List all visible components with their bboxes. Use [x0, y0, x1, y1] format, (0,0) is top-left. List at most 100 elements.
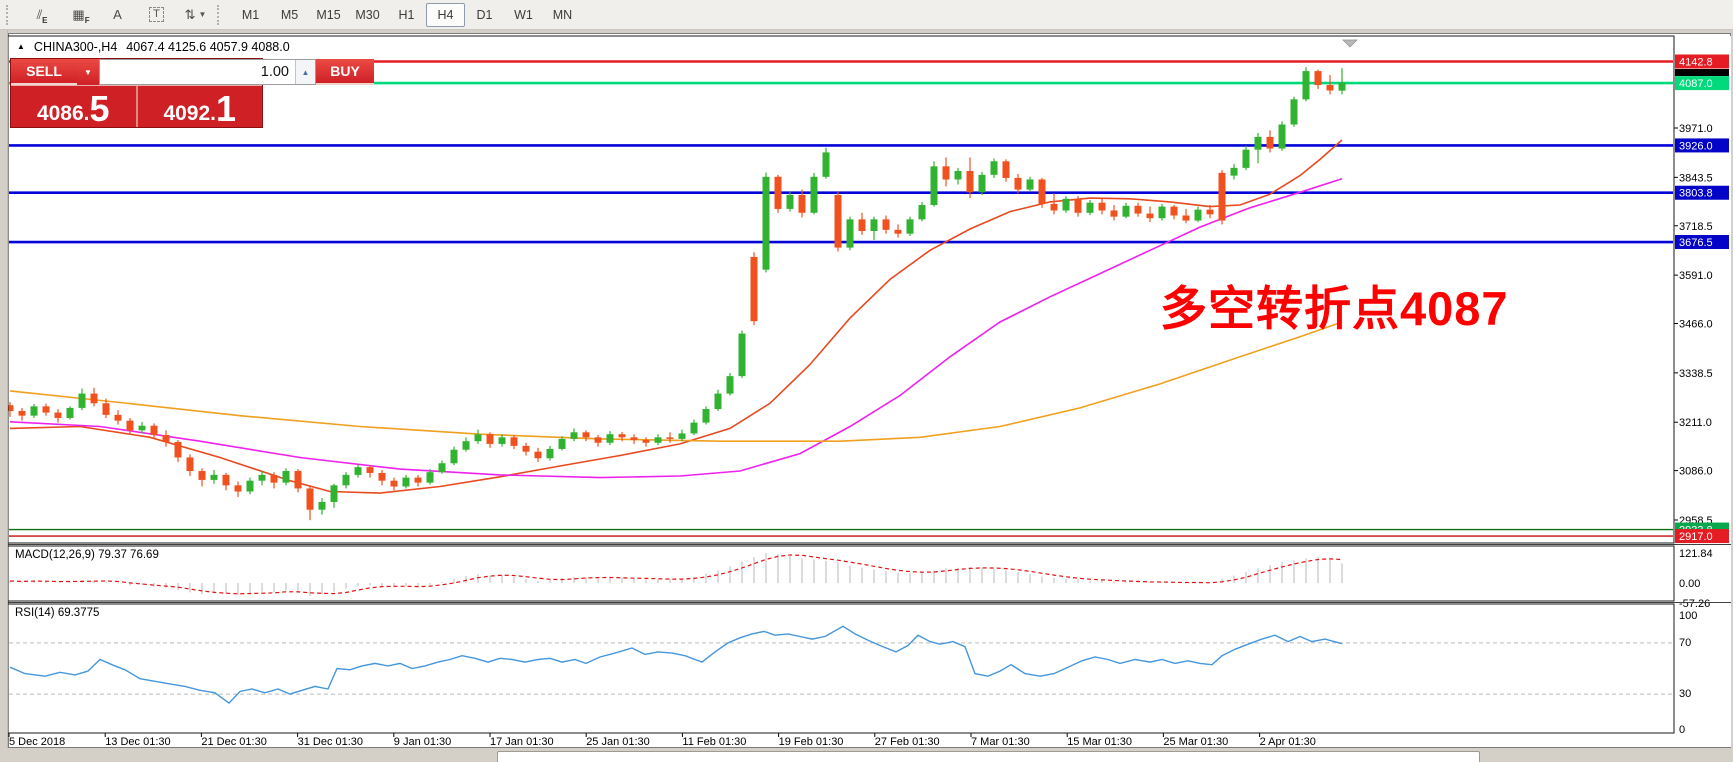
- svg-text:27 Feb 01:30: 27 Feb 01:30: [875, 736, 940, 748]
- timeframe-button-m30[interactable]: M30: [355, 7, 380, 22]
- svg-text:30: 30: [1679, 688, 1691, 700]
- svg-text:3971.0: 3971.0: [1679, 123, 1713, 135]
- svg-text:3676.5: 3676.5: [1679, 237, 1713, 249]
- svg-text:17 Jan 01:30: 17 Jan 01:30: [490, 736, 554, 748]
- rsi-label: RSI(14) 69.3775: [15, 607, 100, 619]
- svg-text:4142.8: 4142.8: [1679, 56, 1713, 68]
- svg-text:9 Jan 01:30: 9 Jan 01:30: [394, 736, 452, 748]
- toolbar-grip[interactable]: [6, 4, 14, 25]
- chart-header: ▲ CHINA300-,H4 4067.4 4125.6 4057.9 4088…: [17, 40, 290, 54]
- cycle-arrows-icon: ⇅: [184, 7, 196, 22]
- svg-text:121.84: 121.84: [1679, 548, 1713, 560]
- sell-button[interactable]: SELL: [11, 59, 77, 85]
- timeframe-button-m1[interactable]: M1: [241, 7, 260, 22]
- text-annotation-icon-button[interactable]: A: [98, 3, 137, 27]
- indicator-hatch-icon-sub: E: [42, 16, 48, 25]
- cycle-arrows-icon-button[interactable]: ⇅ ▼: [176, 3, 215, 27]
- moving-averages: [9, 139, 1343, 494]
- svg-text:3466.0: 3466.0: [1679, 319, 1713, 331]
- grid-icon: ▦ F: [72, 7, 90, 25]
- svg-text:31 Dec 01:30: 31 Dec 01:30: [298, 736, 363, 748]
- timeframe-button-m15[interactable]: M15: [316, 7, 341, 22]
- timeframe-button-d1[interactable]: D1: [476, 7, 493, 22]
- buy-price-main: 4092.: [163, 102, 217, 125]
- timeframe-button-h1[interactable]: H1: [398, 7, 415, 22]
- grid-icon-sub: F: [84, 16, 90, 25]
- buy-price-pips: 1: [216, 88, 237, 130]
- volume-decrease-button[interactable]: ▼: [77, 59, 99, 85]
- text-box-icon-button[interactable]: T: [137, 3, 176, 27]
- svg-text:0.00: 0.00: [1679, 578, 1700, 590]
- grid-icon-button[interactable]: ▦ F: [59, 3, 98, 27]
- chart-symbol-timeframe: CHINA300-,H4: [33, 40, 118, 54]
- svg-text:4087.0: 4087.0: [1679, 78, 1713, 90]
- timeframe-button-mn[interactable]: MN: [552, 7, 573, 22]
- svg-text:3803.8: 3803.8: [1679, 188, 1713, 200]
- sell-price[interactable]: 4086. 5: [11, 86, 136, 127]
- one-click-trade-panel: SELL ▼ ▲ BUY 4086. 5 4092. 1: [10, 58, 374, 128]
- trade-panel-prices: 4086. 5 4092. 1: [11, 86, 262, 127]
- ma-medium: [9, 177, 1343, 479]
- collapse-chart-icon[interactable]: ▲: [17, 41, 25, 51]
- svg-text:2917.0: 2917.0: [1679, 531, 1713, 543]
- macd-label: MACD(12,26,9) 79.37 76.69: [15, 549, 159, 561]
- svg-text:15 Mar 01:30: 15 Mar 01:30: [1067, 736, 1132, 748]
- candlestick-series: [6, 67, 1346, 521]
- text-box-icon: T: [149, 7, 164, 22]
- timeframe-button-w1[interactable]: W1: [514, 7, 533, 22]
- macd-signal-line: [9, 554, 1343, 595]
- svg-text:3843.5: 3843.5: [1679, 172, 1713, 184]
- buy-price[interactable]: 4092. 1: [138, 86, 263, 127]
- price-annotation: 多空转折点4087: [1160, 282, 1509, 335]
- pane-borders: [7, 35, 1731, 734]
- svg-text:-57.26: -57.26: [1679, 598, 1710, 610]
- chart-shift-icon[interactable]: [1342, 39, 1358, 48]
- buy-button[interactable]: BUY: [316, 59, 374, 85]
- svg-text:5 Dec 2018: 5 Dec 2018: [9, 736, 65, 748]
- toolbar-grip[interactable]: [217, 4, 225, 25]
- timeframe-button-m5[interactable]: M5: [280, 7, 299, 22]
- svg-text:7 Mar 01:30: 7 Mar 01:30: [971, 736, 1030, 748]
- svg-text:21 Dec 01:30: 21 Dec 01:30: [201, 736, 266, 748]
- volume-field-wrap: ▲: [99, 59, 316, 85]
- svg-text:3338.5: 3338.5: [1679, 368, 1713, 380]
- toolbar: ⫽ E ▦ F A T ⇅ ▼ M1 M5 M15 M30 H1 H4 D1 W1 MN: [0, 0, 1733, 30]
- svg-text:3591.0: 3591.0: [1679, 270, 1713, 282]
- svg-text:19 Feb 01:30: 19 Feb 01:30: [779, 736, 844, 748]
- sell-price-main: 4086.: [36, 102, 90, 125]
- text-annotation-icon: A: [113, 7, 122, 22]
- svg-text:0: 0: [1679, 724, 1685, 736]
- svg-text:2 Apr 01:30: 2 Apr 01:30: [1260, 736, 1316, 748]
- rsi-line: [9, 625, 1343, 705]
- svg-text:13 Dec 01:30: 13 Dec 01:30: [105, 736, 170, 748]
- price-axis: 3971.0 3843.5 3718.5 3591.0 3466.0 3338.5 3211…: [1674, 54, 1729, 736]
- volume-input[interactable]: [100, 60, 295, 84]
- bottom-panel-strip: [0, 748, 1733, 762]
- timeframe-button-h4[interactable]: H4: [426, 2, 465, 27]
- indicator-hatch-icon-button[interactable]: ⫽ E: [20, 3, 59, 27]
- trade-panel-top-row: SELL ▼ ▲ BUY: [11, 59, 374, 86]
- ma-slow: [9, 321, 1343, 442]
- svg-text:3718.5: 3718.5: [1679, 221, 1713, 233]
- indicator-hatch-icon: ⫽ E: [36, 7, 48, 25]
- window-left-edge: [0, 30, 8, 762]
- svg-text:3926.0: 3926.0: [1679, 140, 1713, 152]
- chart-ohlc-values: 4067.4 4125.6 4057.9 4088.0: [126, 40, 290, 54]
- dropdown-caret-icon: ▼: [198, 10, 207, 19]
- svg-text:3086.0: 3086.0: [1679, 466, 1713, 478]
- trade-panel-divider: [135, 86, 138, 127]
- terminal-panel-top[interactable]: [497, 751, 1480, 762]
- rsi-pane: [9, 625, 1673, 705]
- svg-text:25 Mar 01:30: 25 Mar 01:30: [1163, 736, 1228, 748]
- svg-text:3211.0: 3211.0: [1679, 417, 1712, 429]
- date-axis: 5 Dec 2018 13 Dec 01:30 21 Dec 01:30 31 Dec…: [8, 733, 1316, 748]
- hidden-price-label: [1675, 69, 1729, 76]
- ma-fast: [9, 139, 1343, 494]
- svg-text:25 Jan 01:30: 25 Jan 01:30: [586, 736, 650, 748]
- svg-text:70: 70: [1679, 637, 1691, 649]
- volume-increase-button[interactable]: ▲: [295, 60, 315, 84]
- svg-text:100: 100: [1679, 610, 1697, 622]
- sell-price-pips: 5: [89, 88, 110, 130]
